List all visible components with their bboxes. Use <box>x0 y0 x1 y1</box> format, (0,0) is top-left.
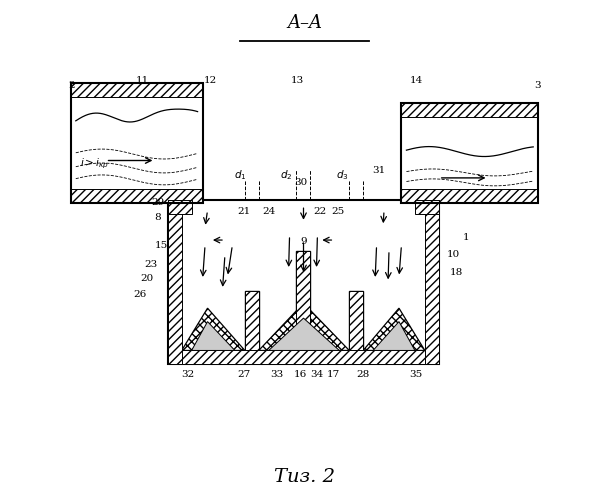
Text: 17: 17 <box>326 370 340 379</box>
Text: Τиз. 2: Τиз. 2 <box>274 468 335 486</box>
Text: 21: 21 <box>238 206 250 216</box>
Bar <box>425 200 438 364</box>
Text: 31: 31 <box>373 166 385 175</box>
Text: 33: 33 <box>270 370 284 379</box>
Text: 35: 35 <box>410 370 423 379</box>
Text: 10: 10 <box>447 250 460 260</box>
Bar <box>401 104 538 203</box>
Text: 24: 24 <box>262 206 275 216</box>
Text: 8: 8 <box>155 213 161 222</box>
Bar <box>245 291 259 350</box>
Text: 9: 9 <box>300 236 307 246</box>
Text: 18: 18 <box>449 268 463 277</box>
Text: 1: 1 <box>463 233 470 242</box>
Bar <box>71 84 203 203</box>
Text: 14: 14 <box>410 76 423 86</box>
Bar <box>296 251 310 350</box>
Text: 11: 11 <box>136 76 150 86</box>
Bar <box>71 189 203 203</box>
Text: 20: 20 <box>140 274 153 283</box>
Text: 2: 2 <box>68 82 75 90</box>
Bar <box>245 291 259 350</box>
Text: 34: 34 <box>311 370 323 379</box>
Text: 26: 26 <box>134 290 147 299</box>
Text: 25: 25 <box>332 206 345 216</box>
Bar <box>167 350 438 364</box>
Text: 28: 28 <box>356 370 370 379</box>
Bar <box>167 200 181 364</box>
Text: 23: 23 <box>145 260 158 270</box>
Polygon shape <box>181 308 245 350</box>
Text: 15: 15 <box>155 240 169 250</box>
Polygon shape <box>269 318 339 350</box>
Bar <box>167 200 438 364</box>
Polygon shape <box>259 303 349 350</box>
Bar <box>167 200 192 214</box>
Bar <box>415 200 438 214</box>
Text: 30: 30 <box>294 178 307 188</box>
Polygon shape <box>373 322 415 350</box>
Polygon shape <box>192 322 235 350</box>
Text: 16: 16 <box>294 370 307 379</box>
Bar <box>401 189 538 203</box>
Text: $i>i_{\kappa p}$: $i>i_{\kappa p}$ <box>80 157 109 172</box>
Text: 3: 3 <box>534 82 541 90</box>
Text: $d_3$: $d_3$ <box>336 168 349 182</box>
Text: 22: 22 <box>314 206 327 216</box>
Text: 27: 27 <box>238 370 250 379</box>
Polygon shape <box>363 308 425 350</box>
Text: 13: 13 <box>290 76 304 86</box>
Bar <box>349 291 363 350</box>
Bar <box>401 104 538 117</box>
Text: $d_2$: $d_2$ <box>280 168 292 182</box>
Text: 12: 12 <box>203 76 217 86</box>
Bar <box>296 251 310 350</box>
Text: 29: 29 <box>151 198 164 207</box>
Text: A–A: A–A <box>287 14 322 32</box>
Text: $d_1$: $d_1$ <box>234 168 246 182</box>
Bar <box>71 84 203 98</box>
Text: 32: 32 <box>181 370 194 379</box>
Bar <box>349 291 363 350</box>
